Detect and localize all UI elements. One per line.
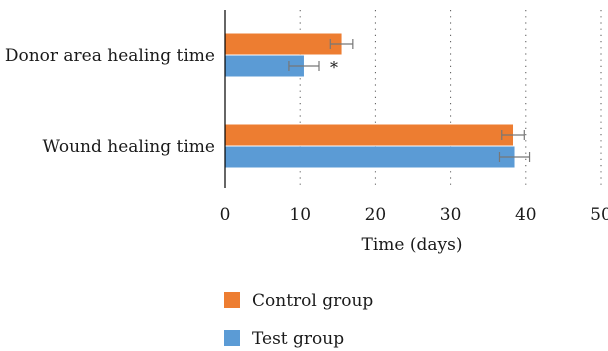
bar	[225, 124, 514, 146]
legend-label: Control group	[252, 291, 373, 311]
x-tick-label: 40	[515, 205, 537, 225]
legend-swatch	[224, 330, 240, 346]
bar	[225, 55, 304, 77]
significance-marker: *	[330, 58, 338, 77]
legend: Control group Test group	[224, 291, 373, 349]
error-bar-layer	[288, 39, 531, 162]
x-tick-label: 30	[440, 205, 462, 225]
annotation-layer: *	[330, 58, 338, 77]
x-tick-label: 0	[220, 205, 231, 225]
x-tick-label: 50	[590, 205, 608, 225]
category-label: Donor area healing time	[5, 46, 215, 66]
bar	[225, 146, 515, 168]
legend-label: Test group	[252, 329, 344, 349]
x-tick-label: 20	[365, 205, 387, 225]
x-tick-label: 10	[289, 205, 311, 225]
x-axis-label: Time (days)	[362, 235, 463, 255]
bar-layer	[225, 33, 515, 168]
category-label: Wound healing time	[43, 137, 215, 157]
category-labels: Donor area healing time Wound healing tim…	[5, 46, 215, 157]
legend-swatch	[224, 292, 240, 308]
x-tick-labels: 0 10 20 30 40 50	[220, 205, 608, 225]
bar	[225, 33, 342, 55]
